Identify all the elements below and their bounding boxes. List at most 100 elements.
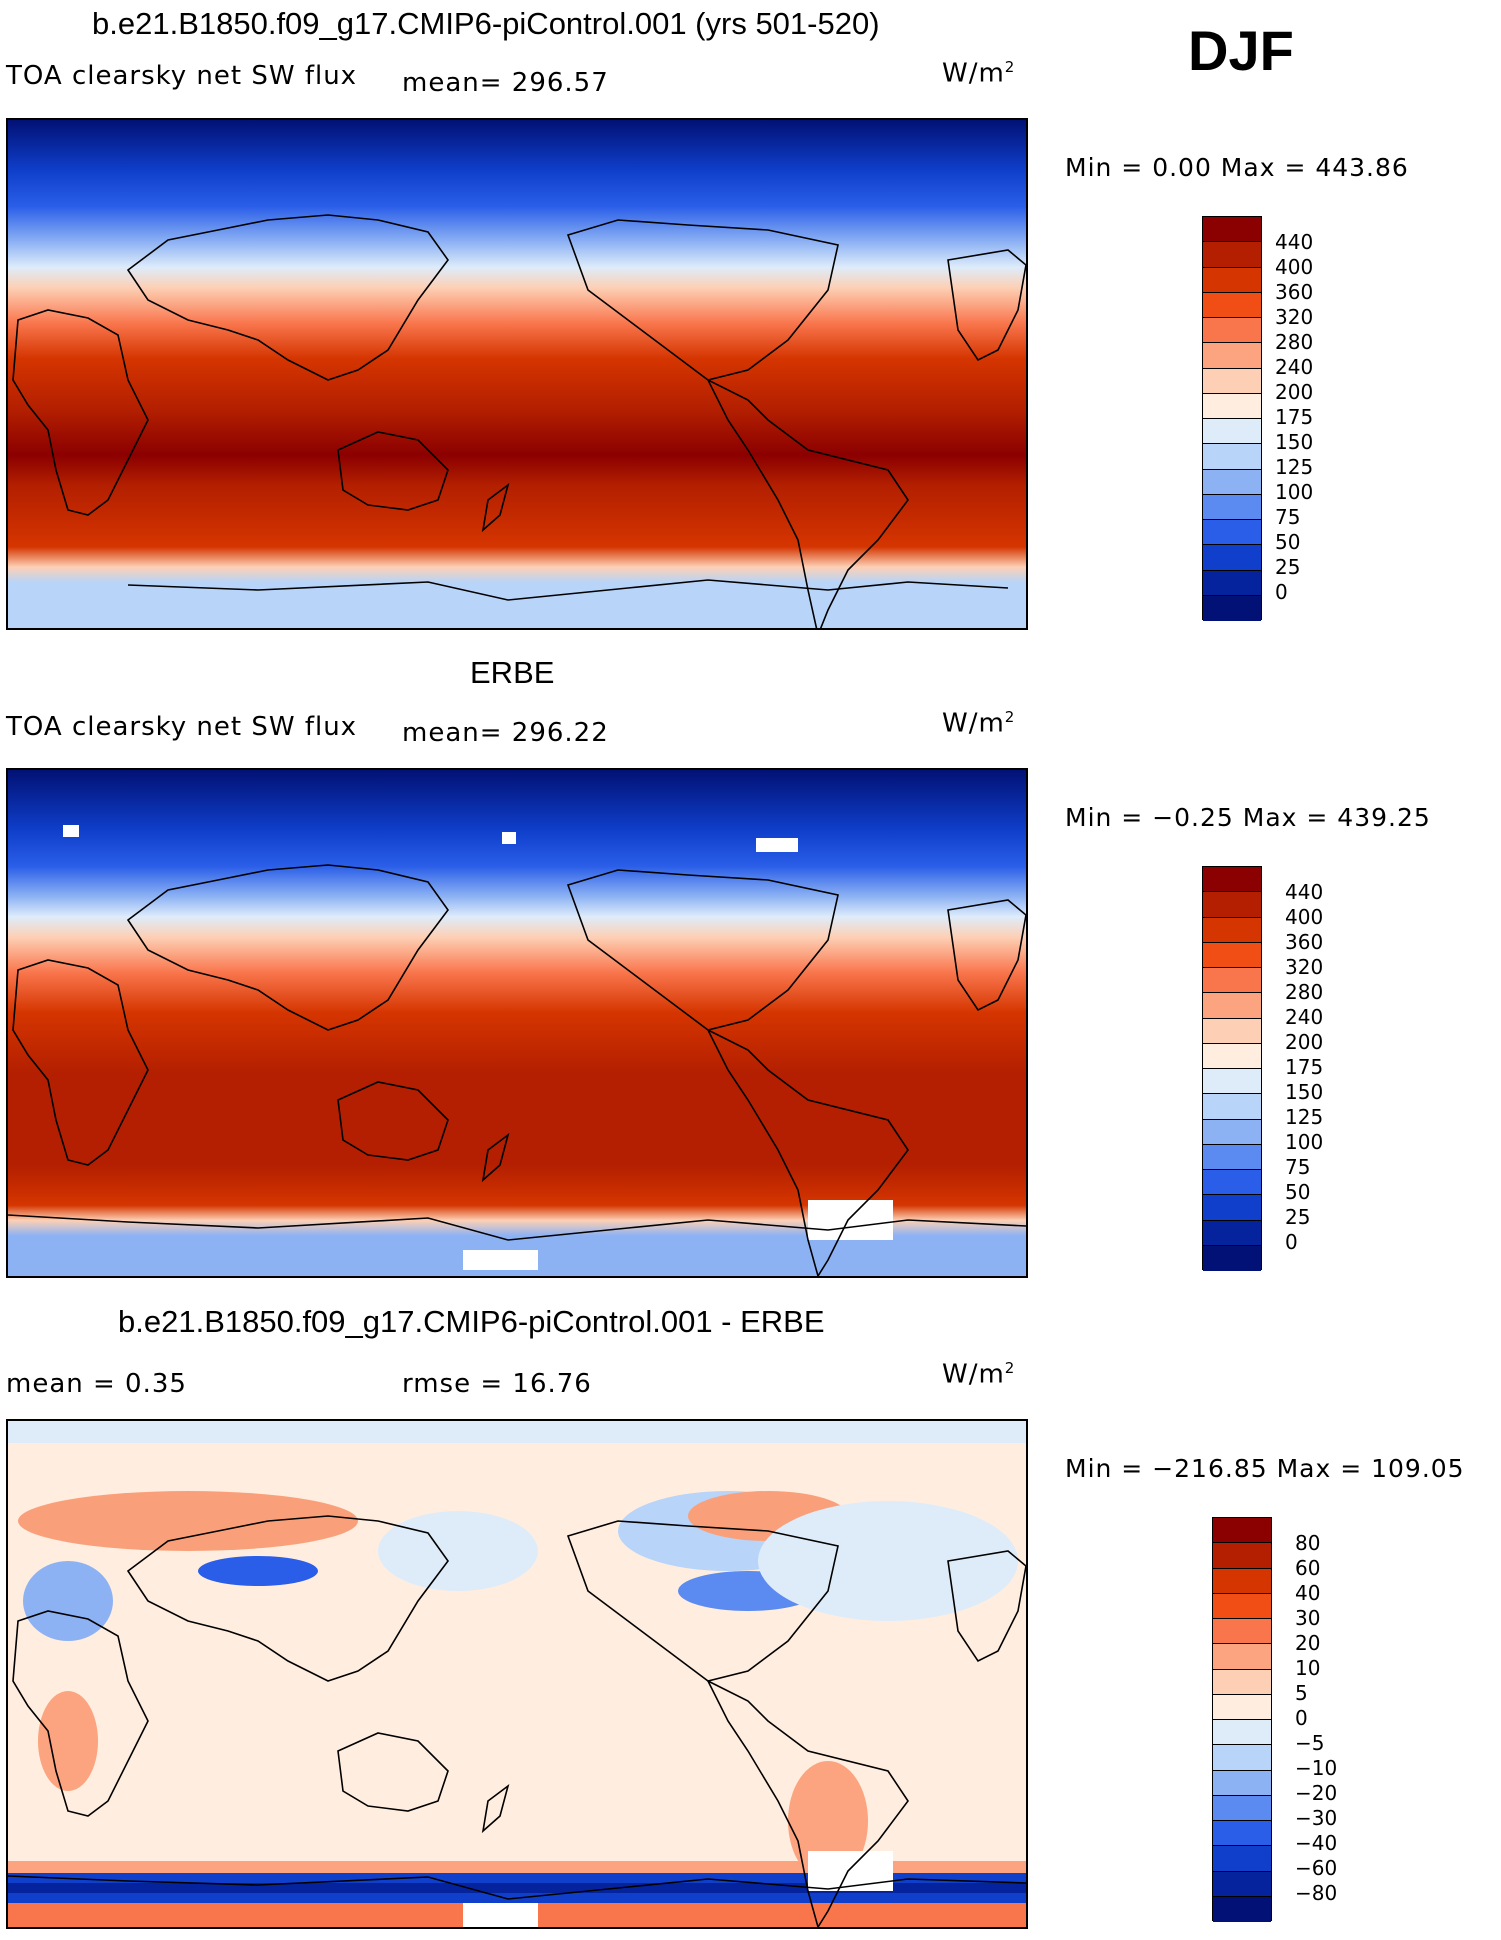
map-diff	[6, 1419, 1028, 1929]
colorbar-swatch	[1203, 469, 1261, 495]
colorbar-swatch	[1213, 1871, 1271, 1897]
colorbar-swatch	[1203, 1094, 1261, 1120]
colorbar-obs	[1202, 866, 1262, 1271]
variable-label-model: TOA clearsky net SW flux	[6, 61, 358, 91]
colorbar-label: 125	[1285, 1105, 1324, 1129]
colorbar-swatch	[1213, 1669, 1271, 1695]
colorbar-label: 240	[1285, 1005, 1324, 1029]
colorbar-label: 150	[1285, 1080, 1324, 1104]
colorbar-swatch	[1213, 1644, 1271, 1670]
colorbar-swatch	[1203, 570, 1261, 596]
colorbar-swatch	[1203, 267, 1261, 293]
colorbar-label: 30	[1295, 1606, 1321, 1630]
colorbar-label: 200	[1285, 1030, 1324, 1054]
colorbar-swatch	[1203, 545, 1261, 571]
colorbar-label: 80	[1295, 1531, 1321, 1555]
colorbar-label: 50	[1285, 1180, 1311, 1204]
colorbar-label: 150	[1275, 430, 1314, 454]
colorbar-swatch	[1213, 1593, 1271, 1619]
colorbar-model	[1202, 216, 1262, 621]
colorbar-swatch	[1203, 520, 1261, 546]
colorbar-swatch	[1203, 1119, 1261, 1145]
colorbar-swatch	[1203, 419, 1261, 445]
minmax-obs: Min = −0.25 Max = 439.25	[1065, 803, 1431, 832]
colorbar-label: 100	[1285, 1130, 1324, 1154]
rmse-label-diff: rmse = 16.76	[402, 1369, 592, 1399]
colorbar-swatch	[1213, 1568, 1271, 1594]
colorbar-label: 75	[1275, 505, 1301, 529]
minmax-model: Min = 0.00 Max = 443.86	[1065, 153, 1409, 182]
colorbar-swatch	[1203, 1018, 1261, 1044]
colorbar-swatch	[1213, 1694, 1271, 1720]
colorbar-swatch	[1203, 318, 1261, 344]
colorbar-swatch	[1213, 1720, 1271, 1746]
colorbar-swatch	[1213, 1795, 1271, 1821]
colorbar-swatch	[1213, 1619, 1271, 1645]
colorbar-diff	[1212, 1517, 1272, 1922]
colorbar-swatch	[1203, 942, 1261, 968]
colorbar-swatch	[1203, 595, 1261, 621]
colorbar-swatch	[1213, 1896, 1271, 1922]
colorbar-swatch	[1203, 968, 1261, 994]
colorbar-swatch	[1203, 343, 1261, 369]
colorbar-label: −80	[1295, 1881, 1338, 1905]
colorbar-swatch	[1203, 1043, 1261, 1069]
colorbar-label: 240	[1275, 355, 1314, 379]
colorbar-swatch	[1203, 1144, 1261, 1170]
colorbar-label: 400	[1285, 905, 1324, 929]
mean-label-obs: mean= 296.22	[402, 718, 609, 748]
colorbar-label: 100	[1275, 480, 1314, 504]
colorbar-swatch	[1213, 1846, 1271, 1872]
colorbar-label: 200	[1275, 380, 1314, 404]
colorbar-swatch	[1203, 242, 1261, 268]
colorbar-label: −10	[1295, 1756, 1338, 1780]
map-obs	[6, 768, 1028, 1278]
colorbar-swatch	[1203, 917, 1261, 943]
mean-label-diff: mean = 0.35	[6, 1369, 187, 1399]
colorbar-label: 0	[1285, 1230, 1298, 1254]
colorbar-label: −40	[1295, 1831, 1338, 1855]
colorbar-label: 400	[1275, 255, 1314, 279]
colorbar-swatch	[1203, 867, 1261, 893]
colorbar-swatch	[1203, 368, 1261, 394]
colorbar-label: 0	[1275, 580, 1288, 604]
colorbar-swatch	[1203, 444, 1261, 470]
colorbar-swatch	[1213, 1518, 1271, 1544]
variable-label-obs: TOA clearsky net SW flux	[6, 712, 358, 742]
colorbar-label: 360	[1275, 280, 1314, 304]
colorbar-swatch	[1213, 1821, 1271, 1847]
colorbar-label: −30	[1295, 1806, 1338, 1830]
colorbar-label: 40	[1295, 1581, 1321, 1605]
colorbar-swatch	[1203, 292, 1261, 318]
colorbar-label: −5	[1295, 1731, 1325, 1755]
units-label-model: W/m2	[942, 58, 1016, 89]
colorbar-label: 0	[1295, 1706, 1308, 1730]
colorbar-label: 280	[1275, 330, 1314, 354]
colorbar-swatch	[1203, 1195, 1261, 1221]
map-model	[6, 118, 1028, 630]
panel-title-diff: b.e21.B1850.f09_g17.CMIP6-piControl.001 …	[118, 1304, 825, 1339]
colorbar-label: 5	[1295, 1681, 1308, 1705]
minmax-diff: Min = −216.85 Max = 109.05	[1065, 1454, 1465, 1483]
colorbar-label: 320	[1275, 305, 1314, 329]
colorbar-label: −60	[1295, 1856, 1338, 1880]
colorbar-swatch	[1203, 892, 1261, 918]
colorbar-label: 75	[1285, 1155, 1311, 1179]
colorbar-swatch	[1203, 1220, 1261, 1246]
colorbar-swatch	[1213, 1770, 1271, 1796]
colorbar-label: 175	[1285, 1055, 1324, 1079]
colorbar-label: 25	[1275, 555, 1301, 579]
panel-title-obs: ERBE	[470, 655, 555, 690]
colorbar-label: 25	[1285, 1205, 1311, 1229]
colorbar-label: −20	[1295, 1781, 1338, 1805]
colorbar-label: 125	[1275, 455, 1314, 479]
colorbar-swatch	[1203, 1069, 1261, 1095]
units-label-obs: W/m2	[942, 708, 1016, 739]
colorbar-swatch	[1203, 494, 1261, 520]
season-label: DJF	[1188, 19, 1294, 82]
colorbar-label: 280	[1285, 980, 1324, 1004]
colorbar-label: 20	[1295, 1631, 1321, 1655]
colorbar-label: 440	[1285, 880, 1324, 904]
colorbar-swatch	[1203, 217, 1261, 243]
mean-label-model: mean= 296.57	[402, 68, 609, 98]
